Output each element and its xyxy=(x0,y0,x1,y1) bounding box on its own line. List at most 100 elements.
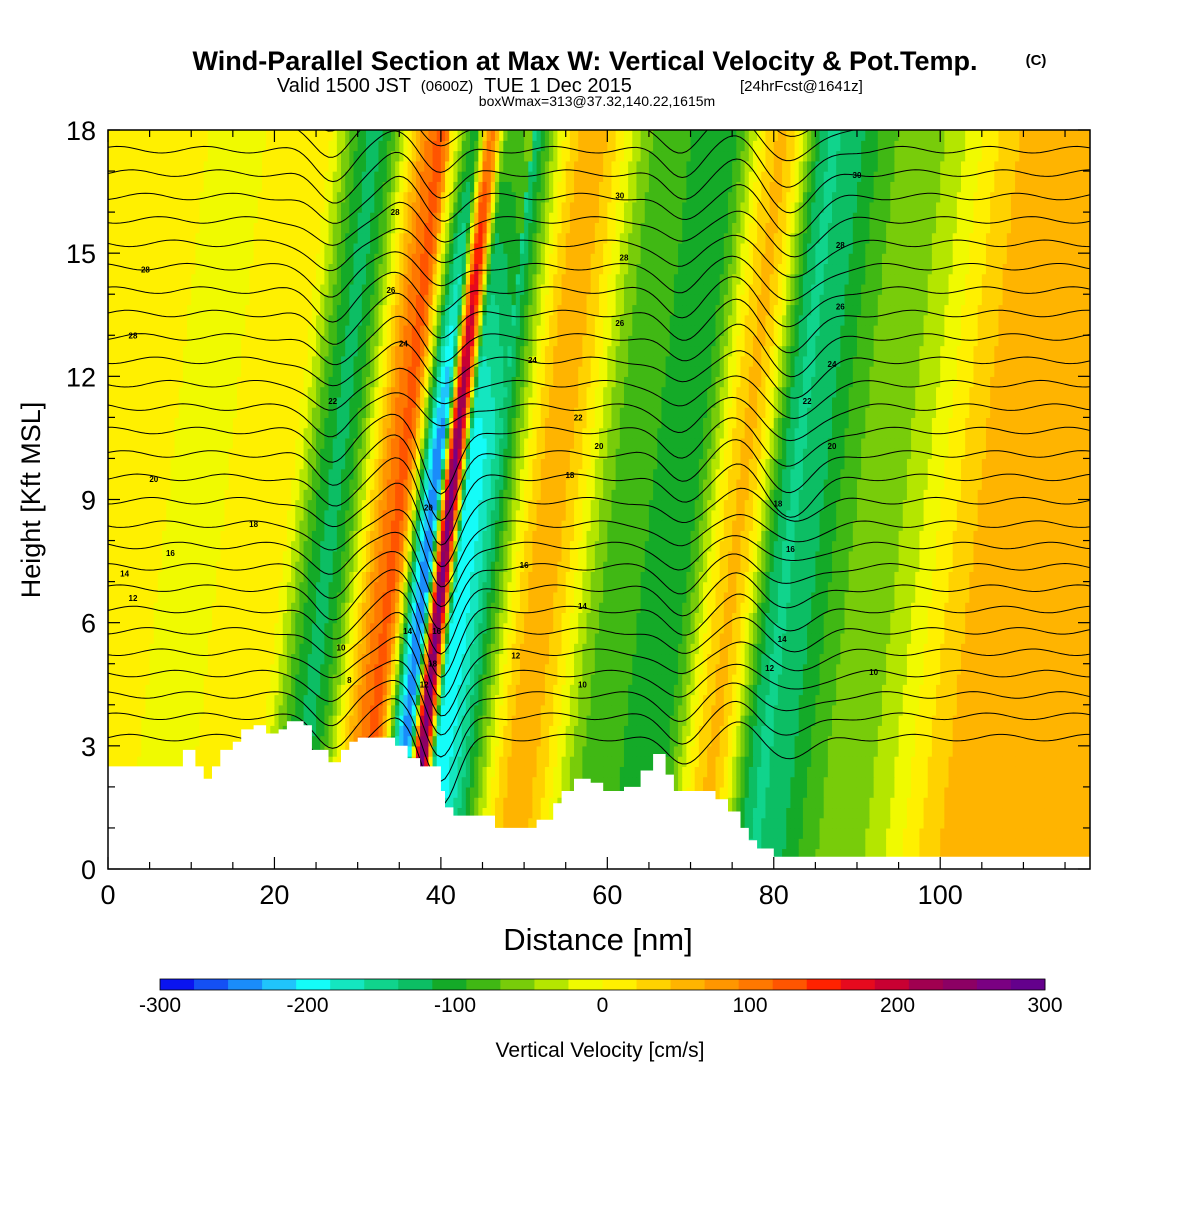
velocity-cell xyxy=(865,715,871,726)
velocity-cell xyxy=(881,725,887,737)
velocity-cell xyxy=(141,735,147,747)
velocity-cell xyxy=(1035,827,1041,839)
velocity-cell xyxy=(948,838,954,850)
velocity-cell xyxy=(1027,838,1033,850)
velocity-cell xyxy=(607,725,613,737)
velocity-cell xyxy=(748,673,754,685)
velocity-cell xyxy=(232,653,238,665)
velocity-cell xyxy=(678,704,683,716)
velocity-cell xyxy=(856,848,862,860)
velocity-cell xyxy=(332,663,338,675)
velocity-cell xyxy=(470,673,475,685)
velocity-cell xyxy=(723,704,729,716)
velocity-cell xyxy=(873,848,879,860)
velocity-cell xyxy=(911,684,916,696)
velocity-cell xyxy=(1006,684,1012,696)
velocity-cell xyxy=(827,653,833,665)
velocity-cell xyxy=(353,694,359,706)
velocity-cell xyxy=(1065,694,1070,706)
velocity-cell xyxy=(557,694,563,706)
velocity-cell xyxy=(316,673,321,685)
velocity-cell xyxy=(623,745,629,757)
velocity-cell xyxy=(865,663,871,675)
velocity-cell xyxy=(815,653,821,665)
velocity-cell xyxy=(923,673,929,685)
velocity-cell xyxy=(594,766,600,778)
velocity-cell xyxy=(623,694,629,706)
velocity-cell xyxy=(212,684,217,696)
velocity-cell xyxy=(902,725,908,737)
velocity-cell xyxy=(823,673,829,685)
velocity-cell xyxy=(141,663,147,675)
velocity-cell xyxy=(727,663,733,675)
velocity-cell xyxy=(478,797,484,809)
velocity-cell xyxy=(844,673,850,685)
velocity-cell xyxy=(844,694,850,706)
velocity-cell xyxy=(727,776,733,788)
velocity-cell xyxy=(457,807,463,819)
velocity-cell xyxy=(1027,745,1033,757)
velocity-cell xyxy=(1060,663,1066,675)
velocity-cell xyxy=(216,756,221,767)
velocity-cell xyxy=(736,663,742,675)
velocity-cell xyxy=(1035,694,1041,706)
velocity-cell xyxy=(178,663,184,675)
velocity-cell xyxy=(981,838,987,850)
velocity-cell xyxy=(465,786,471,798)
velocity-cell xyxy=(607,745,613,757)
velocity-cell xyxy=(490,756,496,767)
velocity-cell xyxy=(599,684,604,696)
velocity-cell xyxy=(827,817,833,829)
velocity-cell xyxy=(886,704,891,716)
velocity-cell xyxy=(457,725,463,737)
velocity-cell xyxy=(341,725,346,737)
velocity-cell xyxy=(773,766,779,778)
velocity-cell xyxy=(216,745,221,757)
velocity-cell xyxy=(249,715,255,726)
velocity-cell xyxy=(153,643,159,655)
velocity-cell xyxy=(440,694,446,706)
velocity-cell xyxy=(698,756,704,767)
velocity-cell xyxy=(790,827,796,839)
velocity-cell xyxy=(170,745,176,757)
velocity-cell xyxy=(524,715,529,726)
velocity-cell xyxy=(911,725,916,737)
velocity-cell xyxy=(449,725,454,737)
velocity-cell xyxy=(299,673,305,685)
velocity-cell xyxy=(665,653,671,665)
velocity-cell xyxy=(1031,776,1037,788)
velocity-cell xyxy=(407,704,413,716)
velocity-cell xyxy=(515,786,521,798)
velocity-cell xyxy=(906,704,912,716)
velocity-cell xyxy=(807,735,812,747)
velocity-cell xyxy=(515,756,521,767)
velocity-cell xyxy=(178,684,184,696)
velocity-cell xyxy=(178,715,184,726)
velocity-cell xyxy=(511,756,517,767)
velocity-cell xyxy=(470,684,475,696)
velocity-cell xyxy=(120,694,126,706)
velocity-cell xyxy=(973,704,979,716)
velocity-cell xyxy=(1006,663,1012,675)
velocity-cell xyxy=(515,663,521,675)
velocity-cell xyxy=(1040,663,1045,675)
velocity-cell xyxy=(1073,663,1079,675)
velocity-cell xyxy=(611,745,617,757)
velocity-cell xyxy=(832,756,837,767)
velocity-cell xyxy=(332,715,338,726)
velocity-cell xyxy=(790,715,796,726)
velocity-cell xyxy=(906,663,912,675)
velocity-cell xyxy=(307,694,313,706)
velocity-cell xyxy=(594,663,600,675)
velocity-cell xyxy=(1085,725,1090,737)
velocity-cell xyxy=(653,704,658,716)
velocity-cell xyxy=(599,715,604,726)
velocity-cell xyxy=(807,807,812,819)
velocity-cell xyxy=(911,735,916,747)
velocity-cell xyxy=(948,756,954,767)
velocity-cell xyxy=(727,745,733,757)
velocity-cell xyxy=(777,776,783,788)
velocity-cell xyxy=(823,766,829,778)
velocity-cell xyxy=(137,704,142,716)
velocity-cell xyxy=(786,786,792,798)
